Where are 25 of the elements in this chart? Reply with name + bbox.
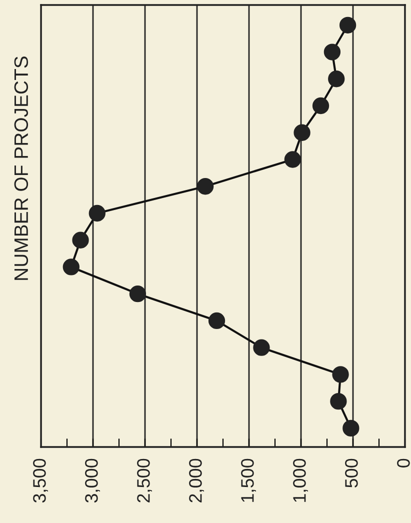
point bbox=[72, 232, 89, 248]
x-tick-label: 0 bbox=[397, 458, 410, 468]
point bbox=[342, 420, 360, 437]
point bbox=[88, 204, 106, 222]
x-tick-label: 3,500 bbox=[33, 458, 48, 503]
x-tick-label: 1,500 bbox=[241, 458, 256, 502]
point bbox=[196, 178, 214, 195]
point bbox=[62, 258, 80, 276]
point bbox=[330, 392, 347, 410]
x-tick-label: 3,000 bbox=[85, 458, 100, 503]
point bbox=[253, 339, 270, 356]
point bbox=[332, 366, 349, 383]
x-tick-label: 2,500 bbox=[137, 458, 152, 502]
point bbox=[328, 70, 345, 88]
x-tick-label: 1,000 bbox=[293, 458, 308, 502]
point bbox=[284, 151, 302, 168]
point bbox=[208, 312, 226, 330]
point bbox=[129, 286, 146, 302]
x-tick-label: 2,000 bbox=[189, 458, 204, 502]
point bbox=[339, 16, 356, 34]
x-tick-label: 500 bbox=[345, 458, 358, 488]
point bbox=[312, 97, 330, 114]
point bbox=[294, 124, 310, 141]
y-axis-title: NUMBER OF PROJECTS bbox=[14, 56, 28, 280]
point bbox=[324, 44, 341, 60]
